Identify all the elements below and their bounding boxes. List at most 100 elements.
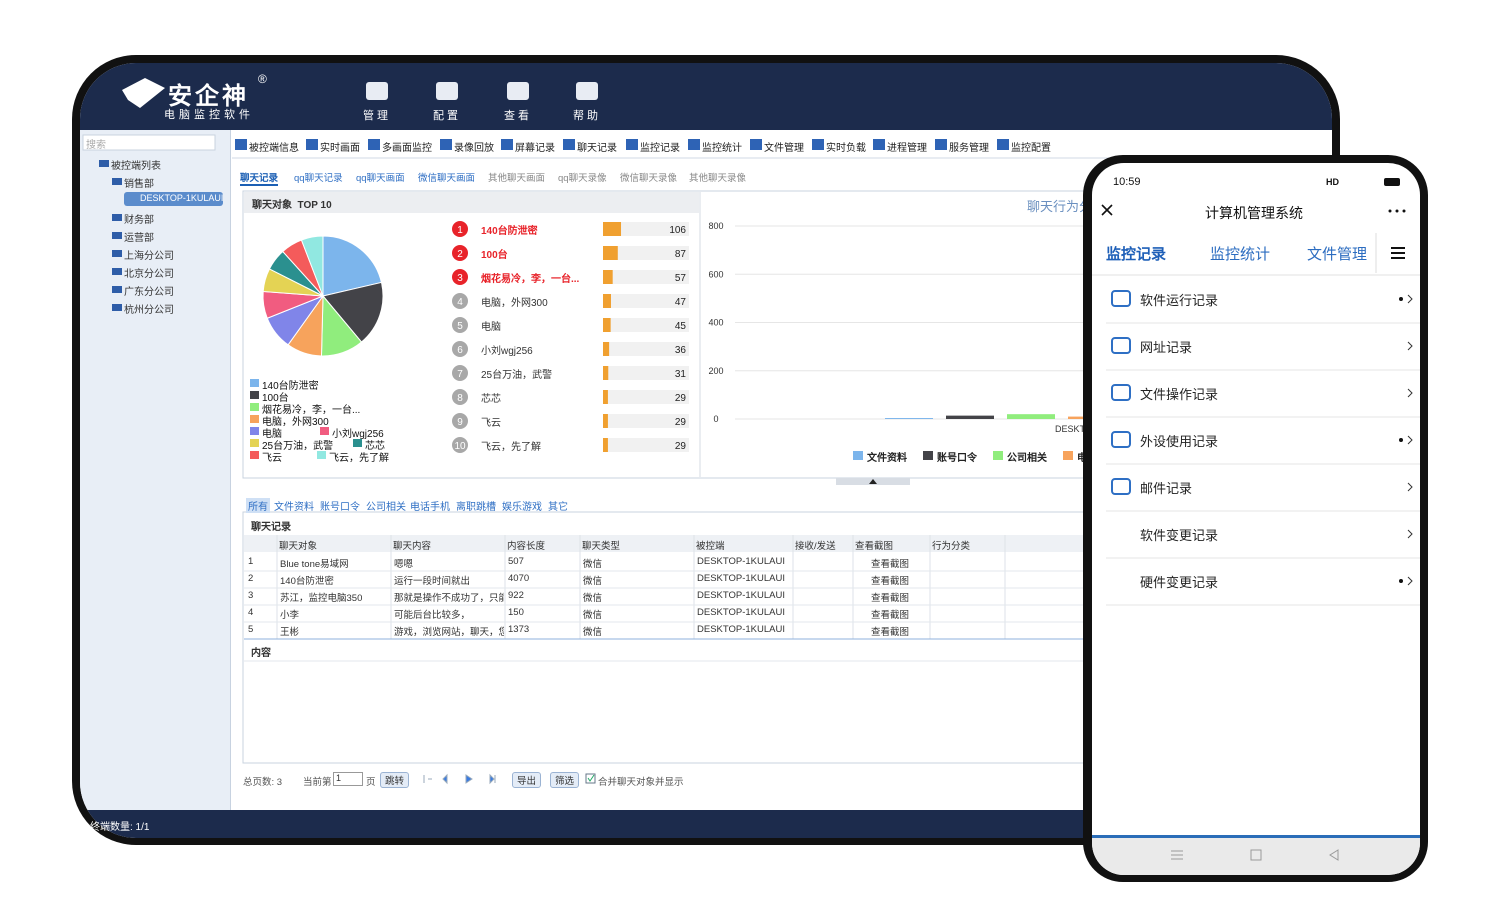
tab[interactable]: 微信聊天录像: [620, 173, 678, 184]
rank-badge: [452, 437, 468, 453]
toolbar-item[interactable]: 实时画面: [320, 143, 360, 154]
legend-swatch: [853, 451, 863, 460]
nav-buttons: [1171, 849, 1339, 861]
legend-label: 25台万油，武警: [262, 441, 334, 452]
rank-number: 2: [457, 249, 463, 260]
menu-item[interactable]: 邮件记录: [1140, 481, 1193, 496]
tree-group[interactable]: 财务部: [124, 215, 154, 226]
toolbar-item[interactable]: 录像回放: [454, 143, 494, 154]
toolbar-item[interactable]: 多画面监控: [382, 143, 432, 154]
logo-icon: [122, 78, 165, 108]
filter-tab[interactable]: 账号口令: [320, 502, 360, 513]
table-cell: 小李: [280, 610, 300, 621]
rank-badge: [452, 317, 468, 333]
filter-tab[interactable]: 离职跳槽: [456, 502, 496, 513]
table-cell: DESKTOP-1KULAUI: [697, 556, 785, 567]
toolbar-item[interactable]: 屏幕记录: [515, 143, 555, 154]
menu-item[interactable]: 硬件变更记录: [1140, 575, 1219, 590]
tree-group[interactable]: 北京分公司: [124, 269, 174, 280]
filter-tab[interactable]: 公司相关: [366, 502, 406, 513]
phone-tab[interactable]: 监控记录: [1106, 246, 1167, 263]
table-cell: 150: [508, 607, 524, 618]
table-cell: Blue tone易域网: [280, 559, 349, 570]
pager-total: 总页数: 3: [243, 777, 283, 788]
legend-swatch: [250, 379, 259, 387]
filter-tab[interactable]: 其它: [548, 502, 568, 513]
rank-bar: [603, 438, 608, 452]
tree-group[interactable]: 上海分公司: [124, 251, 174, 262]
tab[interactable]: qq聊天记录: [294, 173, 343, 184]
toolbar-item[interactable]: 监控记录: [640, 143, 680, 154]
tab[interactable]: qq聊天画面: [356, 173, 405, 184]
nav-button[interactable]: 配置: [433, 110, 461, 122]
toolbar-item[interactable]: 聊天记录: [577, 143, 617, 154]
rank-bar-track: [603, 438, 689, 452]
badge-dot: [1399, 438, 1403, 442]
column-header: 聊天对象: [279, 541, 318, 552]
filter-tab[interactable]: 娱乐游戏: [502, 502, 542, 513]
menu-icon: [1111, 431, 1131, 448]
toolbar-item[interactable]: 进程管理: [887, 143, 927, 154]
tree-group[interactable]: 销售部: [124, 179, 154, 190]
tab[interactable]: 微信聊天画面: [418, 173, 476, 184]
nav-icon: [507, 82, 529, 100]
toolbar-icon: [563, 139, 575, 150]
toolbar-item[interactable]: 实时负载: [826, 143, 866, 154]
tree-icon: [112, 178, 122, 185]
tree-icon: [112, 304, 122, 311]
page-input[interactable]: 1: [333, 772, 363, 786]
jump-button[interactable]: 跳转: [380, 772, 410, 788]
rank-number: 10: [454, 441, 466, 452]
table-cell: 5: [248, 624, 254, 635]
phone-tab[interactable]: 监控统计: [1210, 246, 1271, 263]
rank-name: 飞云: [481, 418, 501, 429]
filter-tab[interactable]: 电话手机: [410, 502, 450, 513]
rank-badge: [452, 413, 468, 429]
rank-bar: [603, 270, 613, 284]
rank-bar-track: [603, 222, 689, 236]
toolbar-item[interactable]: 监控配置: [1011, 143, 1051, 154]
rank-number: 9: [457, 417, 463, 428]
table-cell[interactable]: 查看截图: [871, 559, 910, 570]
nav-button[interactable]: 管理: [363, 110, 391, 122]
toolbar-item[interactable]: 文件管理: [764, 143, 804, 154]
filter-tab[interactable]: 文件资料: [274, 502, 314, 513]
tree-group[interactable]: 运营部: [124, 233, 154, 244]
tab[interactable]: 聊天记录: [240, 170, 279, 186]
tree-group[interactable]: 杭州分公司: [124, 305, 174, 316]
table-cell[interactable]: 查看截图: [871, 593, 910, 604]
nav-button[interactable]: 帮助: [573, 110, 601, 122]
table-cell: 507: [508, 556, 524, 567]
tab[interactable]: qq聊天录像: [558, 173, 607, 184]
phone-tab[interactable]: 文件管理: [1307, 246, 1368, 263]
rank-name: 小刘wgj256: [481, 346, 533, 357]
toolbar-item[interactable]: 服务管理: [949, 143, 989, 154]
tab[interactable]: 其他聊天画面: [488, 173, 546, 184]
table-cell: 2: [248, 573, 254, 584]
table-cell: DESKTOP-1KULAUI: [697, 590, 785, 601]
filter-button[interactable]: 筛选: [550, 772, 580, 788]
menu-item[interactable]: 外设使用记录: [1140, 434, 1219, 449]
tab[interactable]: 其他聊天录像: [689, 173, 747, 184]
table-cell[interactable]: 查看截图: [871, 610, 910, 621]
rank-value: 57: [675, 273, 687, 284]
menu-item[interactable]: 网址记录: [1140, 340, 1193, 355]
menu-item[interactable]: 软件变更记录: [1140, 528, 1219, 543]
rank-bar: [603, 318, 611, 332]
rank-number: 3: [457, 273, 463, 284]
tree-icon: [112, 232, 122, 239]
menu-item[interactable]: 文件操作记录: [1140, 387, 1219, 402]
more-dot: [1388, 209, 1392, 213]
nav-button[interactable]: 查看: [504, 110, 532, 122]
toolbar-item[interactable]: 被控端信息: [249, 143, 299, 154]
rank-number: 7: [457, 369, 463, 380]
tree-device[interactable]: DESKTOP-1KULAUI: [140, 193, 224, 203]
toolbar-item[interactable]: 监控统计: [702, 143, 742, 154]
table-cell[interactable]: 查看截图: [871, 576, 910, 587]
filter-tab[interactable]: 所有: [246, 498, 270, 513]
rank-bar-track: [603, 414, 689, 428]
tree-group[interactable]: 广东分公司: [124, 287, 174, 298]
menu-item[interactable]: 软件运行记录: [1140, 293, 1219, 308]
table-cell[interactable]: 查看截图: [871, 627, 910, 638]
export-button[interactable]: 导出: [512, 772, 542, 788]
